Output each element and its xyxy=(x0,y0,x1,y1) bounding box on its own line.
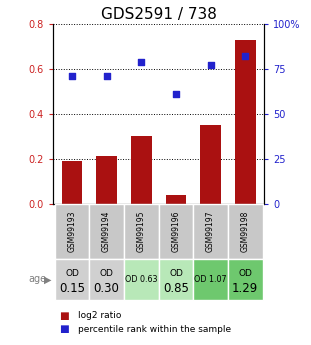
Text: 0.15: 0.15 xyxy=(59,282,85,295)
Bar xyxy=(62,161,82,204)
Text: OD: OD xyxy=(100,269,114,278)
Bar xyxy=(159,259,193,300)
Text: OD 1.07: OD 1.07 xyxy=(194,275,227,284)
Point xyxy=(174,91,179,97)
Text: GSM99196: GSM99196 xyxy=(171,210,180,252)
Point xyxy=(139,59,144,65)
Text: OD: OD xyxy=(65,269,79,278)
Text: OD 0.63: OD 0.63 xyxy=(125,275,158,284)
Text: percentile rank within the sample: percentile rank within the sample xyxy=(78,325,231,334)
Bar xyxy=(228,204,262,259)
Text: 1.29: 1.29 xyxy=(232,282,258,295)
Text: log2 ratio: log2 ratio xyxy=(78,311,121,320)
Bar xyxy=(235,40,256,204)
Bar xyxy=(124,259,159,300)
Point xyxy=(208,63,213,68)
Text: GSM99193: GSM99193 xyxy=(67,210,77,252)
Bar xyxy=(200,125,221,204)
Text: GSM99194: GSM99194 xyxy=(102,210,111,252)
Bar xyxy=(165,195,186,204)
Text: GSM99197: GSM99197 xyxy=(206,210,215,252)
Bar xyxy=(131,136,152,204)
Text: ▶: ▶ xyxy=(44,275,51,284)
Text: 0.30: 0.30 xyxy=(94,282,119,295)
Bar xyxy=(159,204,193,259)
Title: GDS2591 / 738: GDS2591 / 738 xyxy=(101,7,216,22)
Bar xyxy=(124,204,159,259)
Bar xyxy=(193,204,228,259)
Text: ■: ■ xyxy=(59,325,69,334)
Point xyxy=(69,73,74,79)
Bar xyxy=(55,259,89,300)
Bar xyxy=(89,259,124,300)
Point xyxy=(104,73,109,79)
Bar xyxy=(193,259,228,300)
Bar xyxy=(96,157,117,204)
Text: GSM99195: GSM99195 xyxy=(137,210,146,252)
Text: age: age xyxy=(29,275,47,284)
Bar xyxy=(228,259,262,300)
Bar xyxy=(55,204,89,259)
Text: ■: ■ xyxy=(59,311,69,321)
Point xyxy=(243,54,248,59)
Text: 0.85: 0.85 xyxy=(163,282,189,295)
Text: OD: OD xyxy=(169,269,183,278)
Bar xyxy=(89,204,124,259)
Text: GSM99198: GSM99198 xyxy=(241,210,250,252)
Text: OD: OD xyxy=(238,269,252,278)
